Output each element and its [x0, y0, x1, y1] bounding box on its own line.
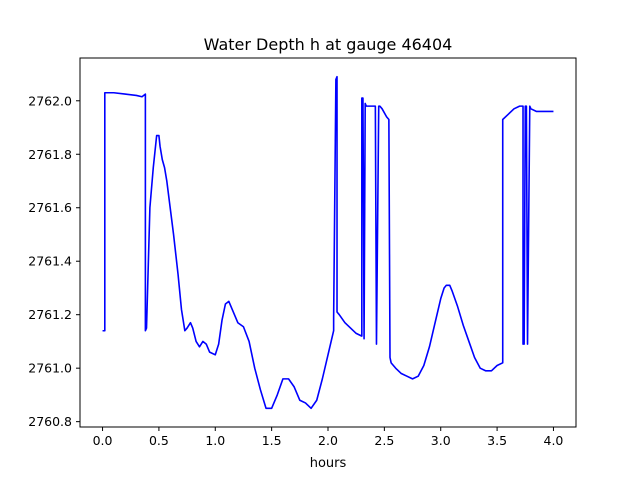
x-tick-label: 1.5: [262, 433, 282, 448]
x-tick-label: 1.0: [205, 433, 225, 448]
y-tick-label: 2760.8: [28, 414, 72, 429]
y-tick-label: 2761.2: [28, 307, 72, 322]
x-tick-label: 2.5: [374, 433, 394, 448]
plot-frame: [79, 57, 577, 428]
x-tick-label: 3.0: [431, 433, 451, 448]
x-axis-ticks: 0.0 0.5 1.0 1.5 2.0 2.5 3.0 3.5 4.0: [93, 427, 564, 448]
x-axis-label: hours: [310, 456, 347, 471]
x-tick-label: 0.0: [93, 433, 113, 448]
y-axis-ticks: 2760.8 2761.0 2761.2 2761.4 2761.6 2761.8 2762…: [28, 93, 80, 429]
chart-title: Water Depth h at gauge 46404: [204, 35, 453, 54]
x-tick-label: 4.0: [544, 433, 564, 448]
y-tick-label: 2761.6: [28, 200, 72, 215]
y-tick-label: 2761.4: [28, 254, 72, 269]
x-tick-label: 3.5: [487, 433, 507, 448]
x-tick-label: 0.5: [149, 433, 169, 448]
series-line-0: [102, 75, 554, 410]
x-tick-label: 2.0: [318, 433, 338, 448]
y-tick-label: 2761.8: [28, 147, 72, 162]
y-tick-label: 2762.0: [28, 93, 72, 108]
plot-area: [102, 75, 554, 410]
y-tick-label: 2761.0: [28, 361, 72, 376]
